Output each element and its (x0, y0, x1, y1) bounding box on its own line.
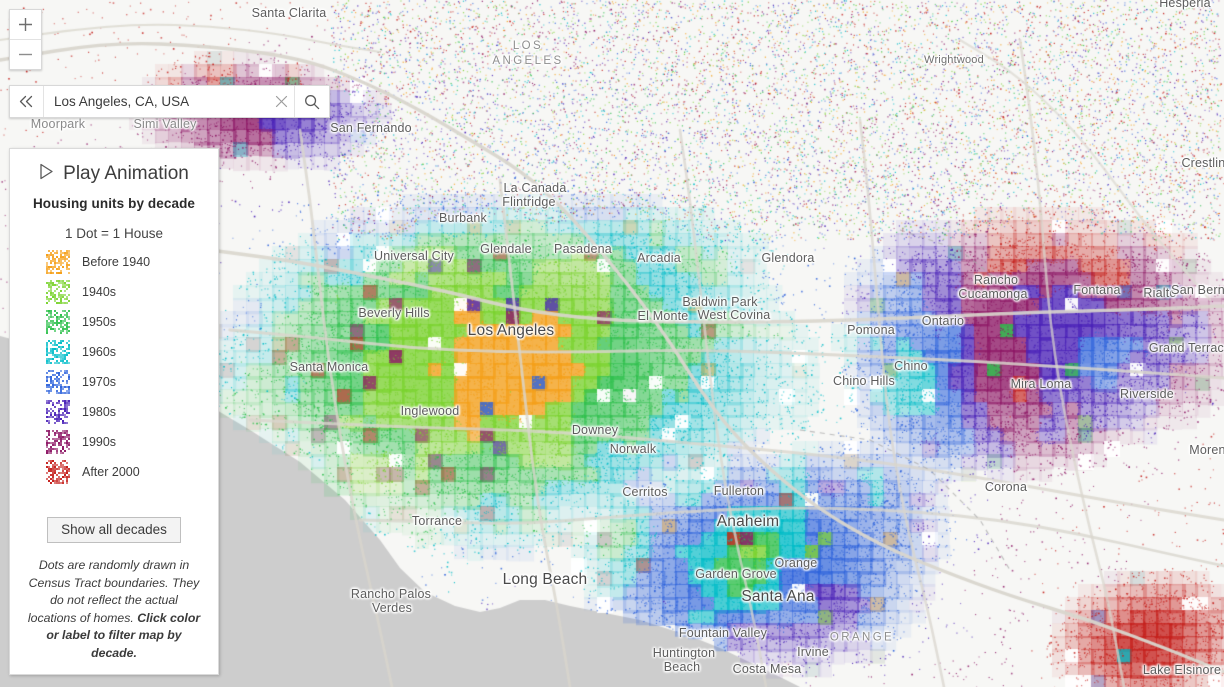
zoom-controls (9, 9, 42, 70)
legend-note-bold: Click color or label to filter map by de… (46, 610, 201, 660)
zoom-out-button[interactable] (10, 40, 41, 69)
close-icon[interactable] (268, 95, 294, 108)
legend-item-1970s[interactable]: 1970s (10, 367, 218, 397)
search-bar (9, 85, 330, 118)
search-field-wrapper (43, 86, 295, 117)
legend-item-before-1940[interactable]: Before 1940 (10, 247, 218, 277)
legend-item-1980s[interactable]: 1980s (10, 397, 218, 427)
play-animation-label: Play Animation (63, 163, 189, 184)
zoom-in-button[interactable] (10, 10, 41, 40)
plus-icon (18, 17, 33, 32)
legend-title: Housing units by decade (32, 196, 196, 211)
legend-note: Dots are randomly drawn in Census Tract … (25, 557, 203, 662)
legend-item-1960s[interactable]: 1960s (10, 337, 218, 367)
legend-item-label[interactable]: After 2000 (82, 465, 140, 479)
play-animation-button[interactable]: Play Animation (10, 149, 218, 189)
legend-item-label[interactable]: 1950s (82, 315, 117, 329)
legend-panel: Play Animation Housing units by decade 1… (9, 148, 219, 675)
legend-item-1990s[interactable]: 1990s (10, 427, 218, 457)
legend-note-plain: Dots are randomly drawn in Census Tract … (27, 558, 200, 625)
legend-swatch-1940s[interactable] (46, 280, 70, 304)
show-all-decades-button[interactable]: Show all decades (47, 517, 181, 543)
legend-swatch-1980s[interactable] (46, 400, 70, 424)
search-icon[interactable] (295, 86, 329, 117)
legend-item-label[interactable]: Before 1940 (82, 255, 151, 269)
legend-item-label[interactable]: 1940s (82, 285, 117, 299)
show-all-decades-wrapper: Show all decades (10, 517, 218, 543)
legend-item-1950s[interactable]: 1950s (10, 307, 218, 337)
legend-swatch-1990s[interactable] (46, 430, 70, 454)
legend-item-label[interactable]: 1980s (82, 405, 117, 419)
legend-swatch-1970s[interactable] (46, 370, 70, 394)
legend-item-list: Before 1940 1940s 1950s 1960s 1970s 1980s 1990… (10, 247, 218, 487)
legend-swatch-before-1940[interactable] (46, 250, 70, 274)
legend-swatch-1960s[interactable] (46, 340, 70, 364)
chevron-double-left-icon[interactable] (10, 86, 43, 117)
legend-item-label[interactable]: 1970s (82, 375, 117, 389)
search-input[interactable] (44, 94, 268, 109)
legend-swatch-after-2000[interactable] (46, 460, 70, 484)
play-triangle-icon (39, 163, 54, 185)
legend-item-label[interactable]: 1960s (82, 345, 117, 359)
legend-item-1940s[interactable]: 1940s (10, 277, 218, 307)
legend-subtitle: 1 Dot = 1 House (65, 226, 163, 241)
minus-icon (18, 47, 33, 62)
legend-item-after-2000[interactable]: After 2000 (10, 457, 218, 487)
legend-swatch-1950s[interactable] (46, 310, 70, 334)
legend-item-label[interactable]: 1990s (82, 435, 117, 449)
